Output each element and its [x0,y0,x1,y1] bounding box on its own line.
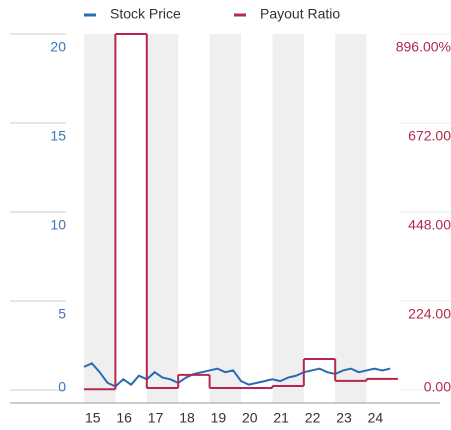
band [209,34,241,403]
x-tick-label: 24 [368,410,384,426]
y2-tick-label: 672.00 [408,128,451,144]
legend-label: Stock Price [110,6,181,22]
band [146,34,179,403]
band [84,34,116,403]
x-tick-label: 19 [211,410,227,426]
x-tick-label: 17 [148,410,164,426]
y2-tick-label: 0.00 [424,379,451,395]
x-tick-label: 18 [179,410,195,426]
band [272,34,304,403]
y-tick-label: 15 [50,128,66,144]
x-tick-label: 20 [242,410,258,426]
band [335,34,367,403]
y-tick-label: 20 [50,39,66,55]
x-tick-label: 23 [336,410,352,426]
y2-tick-label: 448.00 [408,217,451,233]
x-tick-label: 22 [305,410,321,426]
x-tick-label: 15 [85,410,101,426]
y2-tick-label: 896.00% [396,39,451,55]
x-tick-label: 21 [273,410,289,426]
price-line [83,362,391,388]
y-tick-label: 10 [50,217,66,233]
y2-tick-label: 224.00 [408,306,451,322]
legend: Stock Price Payout Ratio [84,6,340,22]
y-tick-label: 5 [58,306,66,322]
y-tick-label: 0 [58,379,66,395]
legend-label: Payout Ratio [260,6,340,22]
x-tick-label: 16 [116,410,132,426]
